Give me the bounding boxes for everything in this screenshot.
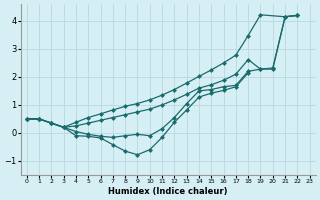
X-axis label: Humidex (Indice chaleur): Humidex (Indice chaleur) xyxy=(108,187,228,196)
